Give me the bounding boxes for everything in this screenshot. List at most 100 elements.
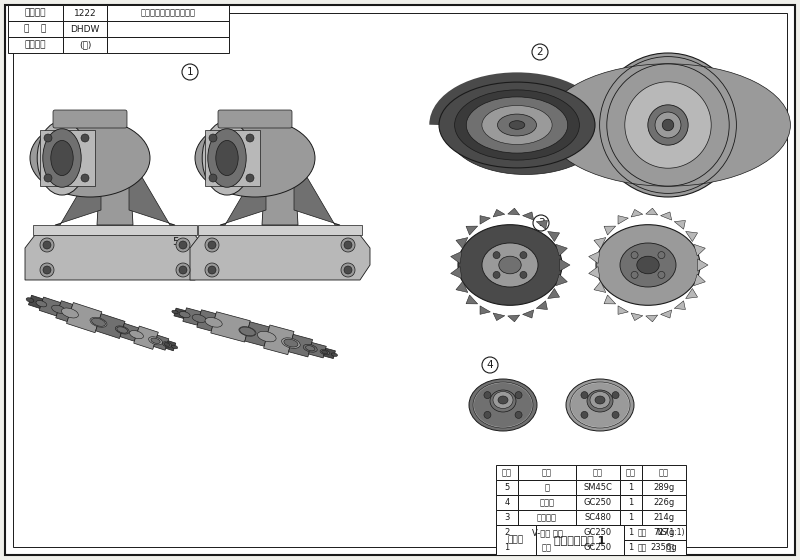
Polygon shape xyxy=(294,155,340,225)
Polygon shape xyxy=(96,314,125,339)
Polygon shape xyxy=(466,295,478,304)
Text: 1: 1 xyxy=(628,528,634,537)
Bar xyxy=(624,525,686,540)
Text: 3: 3 xyxy=(504,513,510,522)
Text: (인): (인) xyxy=(79,40,91,49)
Circle shape xyxy=(205,238,219,252)
Bar xyxy=(496,525,536,555)
Polygon shape xyxy=(686,231,698,241)
Bar xyxy=(576,540,620,555)
Polygon shape xyxy=(120,323,138,341)
Polygon shape xyxy=(589,267,600,278)
Polygon shape xyxy=(245,322,270,346)
Polygon shape xyxy=(190,235,370,280)
Ellipse shape xyxy=(26,298,34,302)
Text: SC480: SC480 xyxy=(585,513,611,522)
Circle shape xyxy=(520,272,527,278)
Ellipse shape xyxy=(469,379,537,431)
Text: 1: 1 xyxy=(628,513,634,522)
Bar xyxy=(518,525,576,540)
Ellipse shape xyxy=(216,141,238,175)
Ellipse shape xyxy=(282,338,300,348)
Circle shape xyxy=(533,215,549,231)
Ellipse shape xyxy=(239,326,256,336)
Ellipse shape xyxy=(205,318,222,327)
Ellipse shape xyxy=(448,88,604,175)
Polygon shape xyxy=(661,310,672,318)
Circle shape xyxy=(631,251,638,259)
Polygon shape xyxy=(493,313,505,320)
Text: GC250: GC250 xyxy=(584,498,612,507)
Ellipse shape xyxy=(331,353,338,357)
Bar xyxy=(496,495,518,510)
Ellipse shape xyxy=(30,119,150,197)
Polygon shape xyxy=(661,212,672,220)
Polygon shape xyxy=(589,251,600,263)
Polygon shape xyxy=(556,274,567,286)
Ellipse shape xyxy=(162,342,171,347)
Circle shape xyxy=(246,174,254,182)
Ellipse shape xyxy=(38,301,46,306)
Text: 2: 2 xyxy=(504,528,510,537)
Bar xyxy=(496,510,518,525)
Polygon shape xyxy=(450,267,462,278)
Text: 품명: 품명 xyxy=(542,468,552,477)
Ellipse shape xyxy=(303,344,318,352)
Bar xyxy=(576,480,620,495)
Text: 1: 1 xyxy=(628,498,634,507)
Polygon shape xyxy=(694,274,706,286)
Bar xyxy=(536,525,624,555)
Circle shape xyxy=(81,134,89,142)
Circle shape xyxy=(493,251,500,259)
Text: 3: 3 xyxy=(538,218,544,228)
Polygon shape xyxy=(480,216,490,224)
Polygon shape xyxy=(154,335,169,350)
Text: 각법: 각법 xyxy=(638,543,647,552)
Polygon shape xyxy=(694,244,706,256)
Polygon shape xyxy=(264,325,294,354)
Bar xyxy=(642,495,686,510)
Ellipse shape xyxy=(164,343,170,346)
Bar xyxy=(576,465,620,480)
Bar xyxy=(642,480,686,495)
Bar xyxy=(8,5,63,21)
Polygon shape xyxy=(33,225,197,235)
Ellipse shape xyxy=(490,390,516,412)
Circle shape xyxy=(246,134,254,142)
Circle shape xyxy=(176,238,190,252)
Bar xyxy=(620,510,642,525)
Polygon shape xyxy=(166,340,176,351)
Text: 비고: 비고 xyxy=(659,468,669,477)
Circle shape xyxy=(179,266,187,274)
Bar xyxy=(63,21,107,37)
Text: 214g: 214g xyxy=(654,513,674,522)
Ellipse shape xyxy=(36,301,47,307)
Ellipse shape xyxy=(195,119,315,197)
Bar xyxy=(624,540,686,555)
Bar xyxy=(496,480,518,495)
FancyBboxPatch shape xyxy=(53,110,127,128)
Polygon shape xyxy=(205,130,260,186)
Text: 수량: 수량 xyxy=(626,468,636,477)
Circle shape xyxy=(515,391,522,399)
Bar xyxy=(107,21,229,37)
Circle shape xyxy=(484,391,491,399)
Ellipse shape xyxy=(466,97,568,153)
Ellipse shape xyxy=(499,256,522,274)
Bar xyxy=(576,510,620,525)
Bar xyxy=(63,37,107,53)
Polygon shape xyxy=(197,310,216,331)
Polygon shape xyxy=(536,221,547,229)
Ellipse shape xyxy=(117,327,128,333)
Text: 226g: 226g xyxy=(654,498,674,507)
Text: 축: 축 xyxy=(545,483,550,492)
Text: 감독확인: 감독확인 xyxy=(25,40,46,49)
Ellipse shape xyxy=(498,396,508,404)
Ellipse shape xyxy=(625,82,711,168)
Text: 스프로킷: 스프로킷 xyxy=(537,513,557,522)
Ellipse shape xyxy=(192,315,206,323)
Text: 공산동력기계제도기능사: 공산동력기계제도기능사 xyxy=(141,8,195,17)
Circle shape xyxy=(208,241,216,249)
Bar xyxy=(518,495,576,510)
Polygon shape xyxy=(39,297,61,316)
